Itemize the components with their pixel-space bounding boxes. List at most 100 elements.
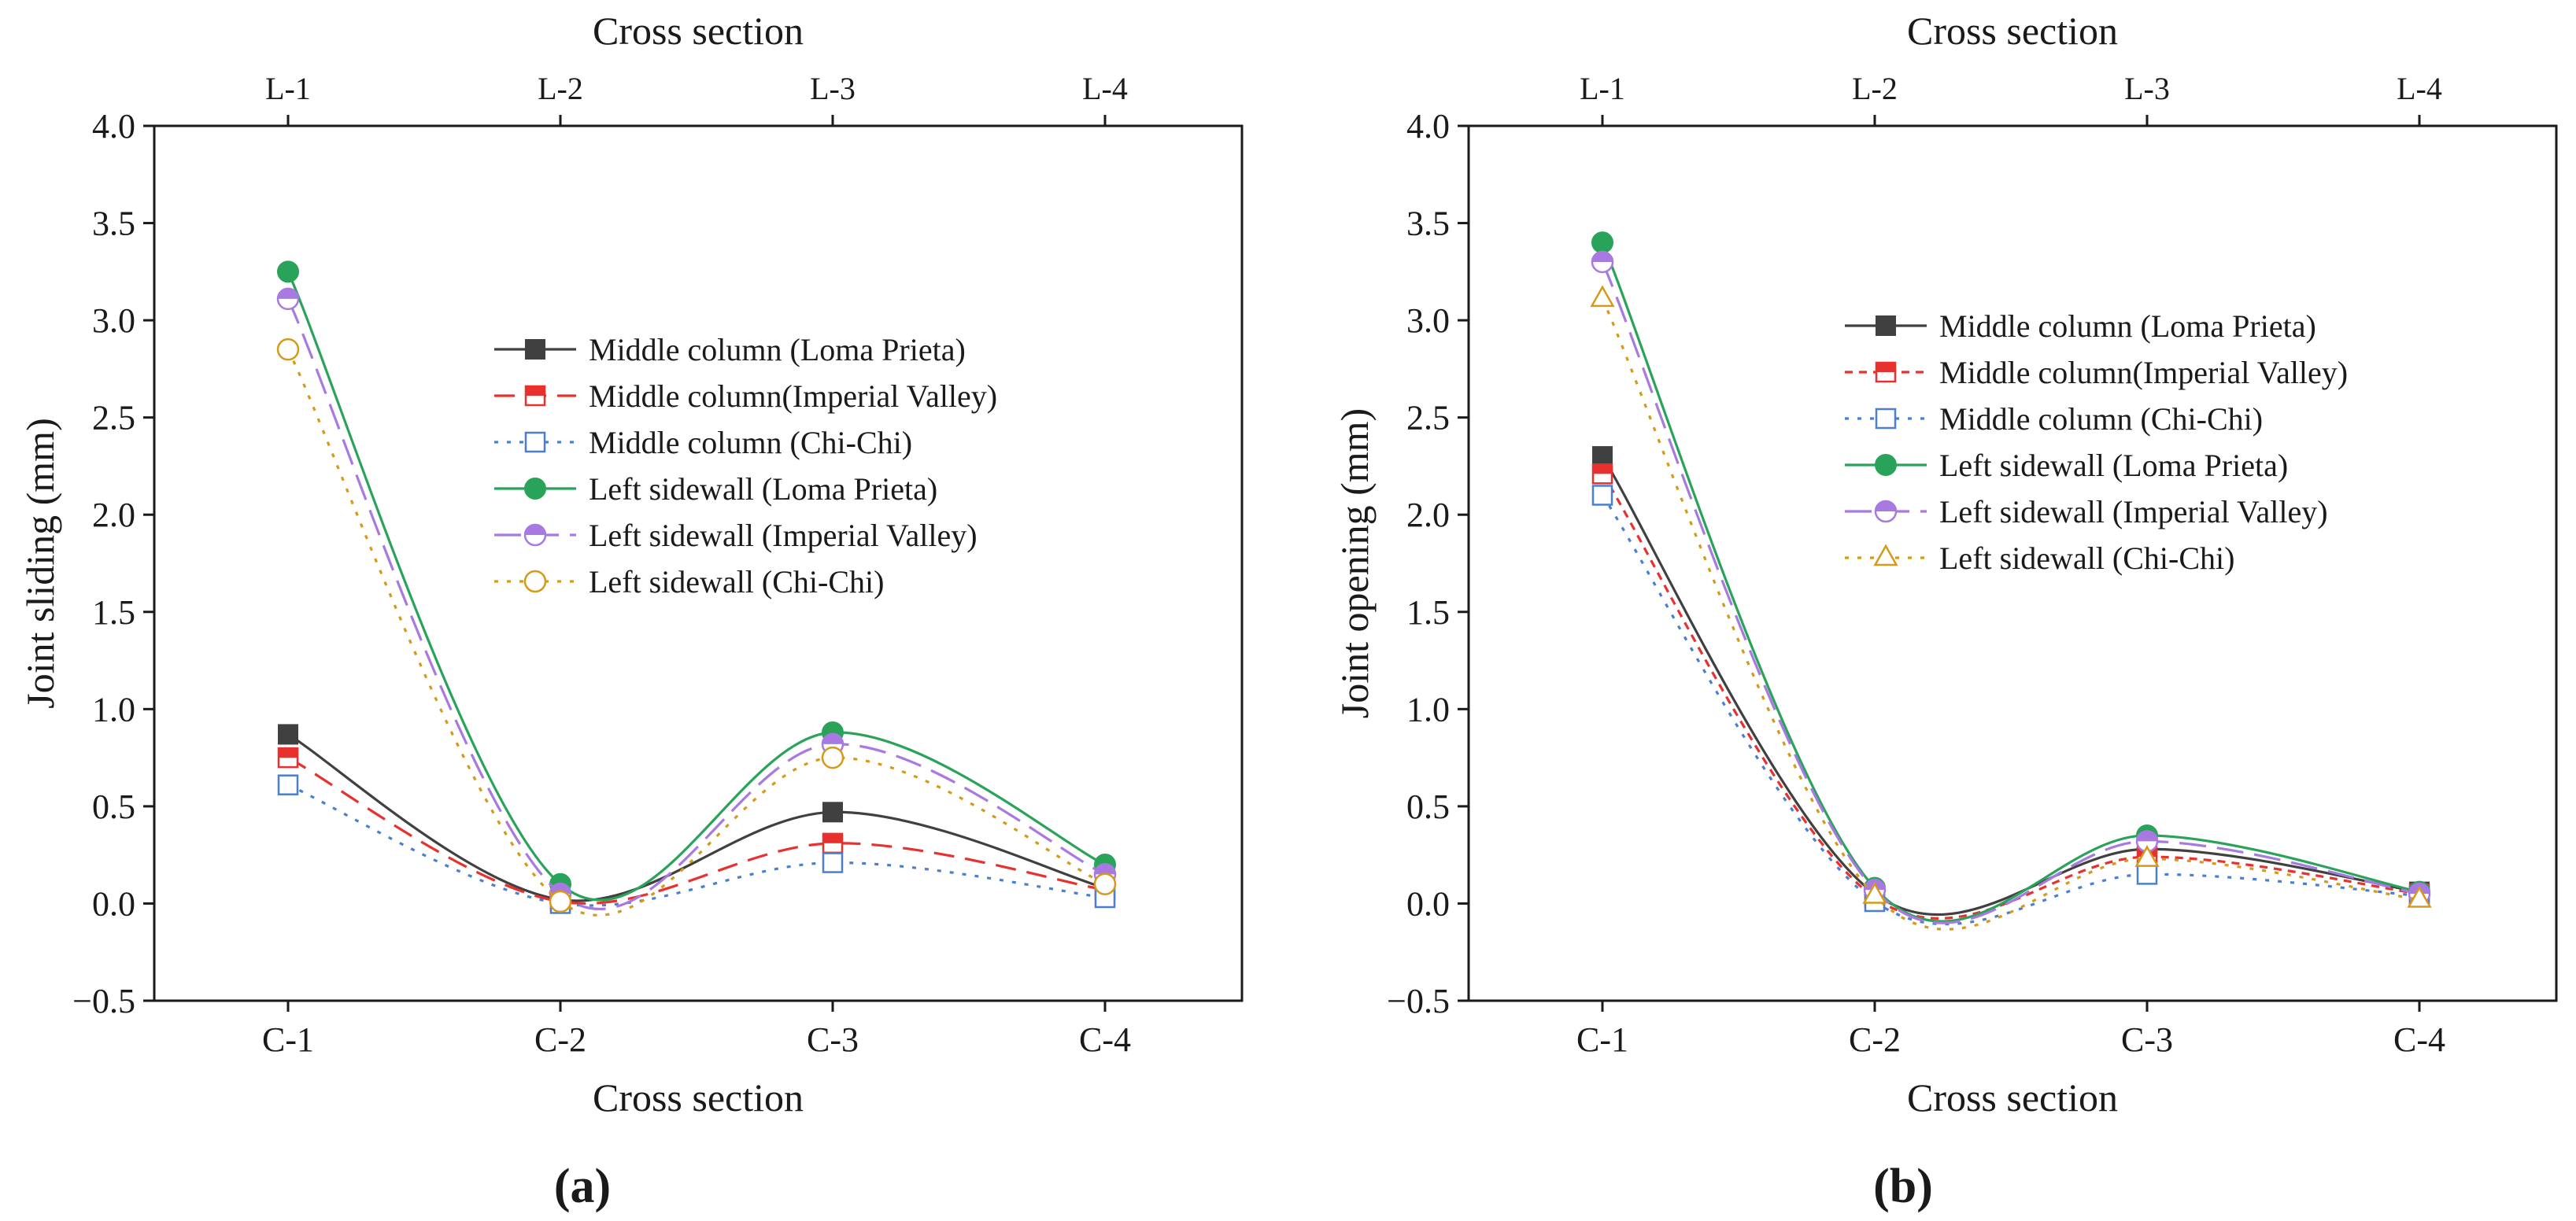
y-tick-label: 1.5 bbox=[92, 593, 135, 632]
series-line bbox=[287, 733, 1106, 902]
chart-panel-b: −0.5 0.0 0.5 1.0 1.5 2.0 2.5 3.0 3.5 4.0 C-1 L-1 C-2… bbox=[1332, 9, 2558, 1120]
data-point-fill bbox=[550, 883, 571, 895]
top-x-tick-label: L-2 bbox=[538, 71, 583, 106]
legend-label: Left sidewall (Imperial Valley) bbox=[1939, 494, 2328, 529]
series-line bbox=[287, 784, 1106, 907]
data-point-fill bbox=[278, 288, 298, 299]
legend-marker bbox=[1875, 454, 1897, 476]
y-tick-label: 3.0 bbox=[92, 301, 135, 340]
series-line bbox=[1601, 242, 2420, 923]
y-tick-label: −0.5 bbox=[72, 982, 135, 1020]
y-tick-label: 0.5 bbox=[1406, 788, 1450, 826]
data-point-fill bbox=[1592, 251, 1613, 262]
y-tick-label: 2.5 bbox=[1406, 399, 1450, 437]
legend-label: Middle column (Loma Prieta) bbox=[589, 332, 966, 367]
legend-marker bbox=[524, 478, 546, 500]
legend-item: Middle column (Chi-Chi) bbox=[494, 425, 912, 460]
legend-label: Left sidewall (Imperial Valley) bbox=[589, 518, 978, 553]
data-point bbox=[1591, 250, 1614, 274]
data-point bbox=[2135, 830, 2159, 853]
data-point bbox=[277, 774, 299, 795]
data-point bbox=[1592, 446, 1613, 467]
legend-item: Left sidewall (Imperial Valley) bbox=[494, 518, 978, 553]
legend-item: Middle column (Chi-Chi) bbox=[1845, 401, 2263, 437]
y-tick-label: −0.5 bbox=[1387, 982, 1450, 1020]
legend-item: Middle column (Loma Prieta) bbox=[1845, 308, 2316, 344]
legend-item: Left sidewall (Loma Prieta) bbox=[494, 471, 937, 507]
legend-marker bbox=[523, 570, 547, 593]
series-line bbox=[286, 271, 1106, 902]
series-0 bbox=[278, 724, 1115, 910]
legend-marker bbox=[523, 523, 547, 547]
y-tick-label: 0.5 bbox=[92, 788, 135, 826]
top-x-axis-title: Cross section bbox=[1907, 9, 2118, 53]
top-x-tick-label: L-4 bbox=[2397, 71, 2442, 106]
y-tick-label: 1.5 bbox=[1406, 593, 1450, 632]
legend-item: Left sidewall (Chi-Chi) bbox=[1845, 540, 2234, 576]
data-point bbox=[2134, 845, 2160, 867]
plot-frame bbox=[153, 124, 1244, 1002]
x-tick-label: C-2 bbox=[1849, 1020, 1901, 1059]
top-x-tick-label: L-2 bbox=[1852, 71, 1898, 106]
series-2 bbox=[277, 774, 1116, 914]
data-point bbox=[822, 852, 844, 873]
legend-label: Middle column(Imperial Valley) bbox=[1939, 355, 2348, 390]
data-point-fill bbox=[2137, 831, 2157, 842]
series-line bbox=[1601, 494, 2420, 926]
top-x-tick-label: L-3 bbox=[810, 71, 856, 106]
y-tick-label: 2.5 bbox=[92, 399, 135, 437]
data-point bbox=[1591, 463, 1613, 485]
legend-marker bbox=[1875, 408, 1897, 430]
data-point bbox=[2407, 885, 2432, 908]
panel-label-a: (a) bbox=[554, 1160, 611, 1213]
legend-label: Left sidewall (Chi-Chi) bbox=[589, 564, 884, 599]
x-tick-label: C-3 bbox=[2121, 1020, 2173, 1059]
x-tick-label: C-1 bbox=[262, 1020, 314, 1059]
y-tick-label: 3.5 bbox=[1406, 205, 1450, 243]
legend-item: Middle column (Loma Prieta) bbox=[494, 332, 966, 367]
x-axis-title: Cross section bbox=[593, 1075, 804, 1120]
series-1 bbox=[277, 747, 1116, 913]
legend-label: Middle column (Chi-Chi) bbox=[589, 425, 912, 460]
top-x-tick-label: L-1 bbox=[265, 71, 311, 106]
data-point bbox=[821, 746, 844, 769]
data-point bbox=[1591, 231, 1613, 254]
x-tick-label: C-2 bbox=[534, 1020, 586, 1059]
series-line bbox=[287, 756, 1106, 905]
legend: Middle column (Loma Prieta) Middle column… bbox=[494, 332, 997, 599]
data-point bbox=[277, 747, 299, 769]
legend-marker bbox=[1875, 361, 1897, 383]
y-axis-title: Joint sliding (mm) bbox=[18, 418, 62, 708]
legend-item: Left sidewall (Loma Prieta) bbox=[1845, 448, 2288, 483]
legend-label: Left sidewall (Loma Prieta) bbox=[589, 471, 937, 507]
y-tick-label: 1.0 bbox=[1406, 690, 1450, 729]
series-line bbox=[1601, 456, 2420, 917]
x-tick-label: C-1 bbox=[1576, 1020, 1628, 1059]
legend-label: Left sidewall (Loma Prieta) bbox=[1939, 448, 2288, 483]
data-point-fill bbox=[823, 833, 842, 843]
x-tick-label: C-4 bbox=[2393, 1020, 2445, 1059]
legend-label: Middle column(Imperial Valley) bbox=[589, 378, 997, 414]
x-tick-label: C-3 bbox=[807, 1020, 859, 1059]
legend-marker-fill bbox=[1876, 363, 1895, 372]
data-point-fill bbox=[279, 748, 298, 758]
y-tick-label: 0.0 bbox=[1406, 884, 1450, 923]
legend-marker-fill bbox=[525, 525, 545, 535]
top-x-axis-title: Cross section bbox=[593, 9, 804, 53]
data-point bbox=[549, 890, 572, 913]
data-point-fill bbox=[1593, 464, 1612, 474]
legend-marker-fill bbox=[1876, 501, 1896, 511]
y-tick-label: 2.0 bbox=[1406, 496, 1450, 534]
chart-panel-a: −0.5 0.0 0.5 1.0 1.5 2.0 2.5 3.0 3.5 4.0 C-1 L-1 C-2… bbox=[18, 9, 1244, 1120]
plot-frame bbox=[1467, 124, 2558, 1002]
legend-marker bbox=[1874, 500, 1898, 523]
legend-marker-fill bbox=[526, 386, 545, 396]
y-tick-label: 3.5 bbox=[92, 205, 135, 243]
data-point bbox=[276, 287, 300, 311]
legend-item: Left sidewall (Imperial Valley) bbox=[1845, 494, 2328, 529]
y-tick-label: 3.0 bbox=[1406, 301, 1450, 340]
data-point bbox=[1862, 882, 1887, 904]
legend-item: Left sidewall (Chi-Chi) bbox=[494, 564, 884, 599]
y-axis-title: Joint opening (mm) bbox=[1332, 408, 1377, 718]
